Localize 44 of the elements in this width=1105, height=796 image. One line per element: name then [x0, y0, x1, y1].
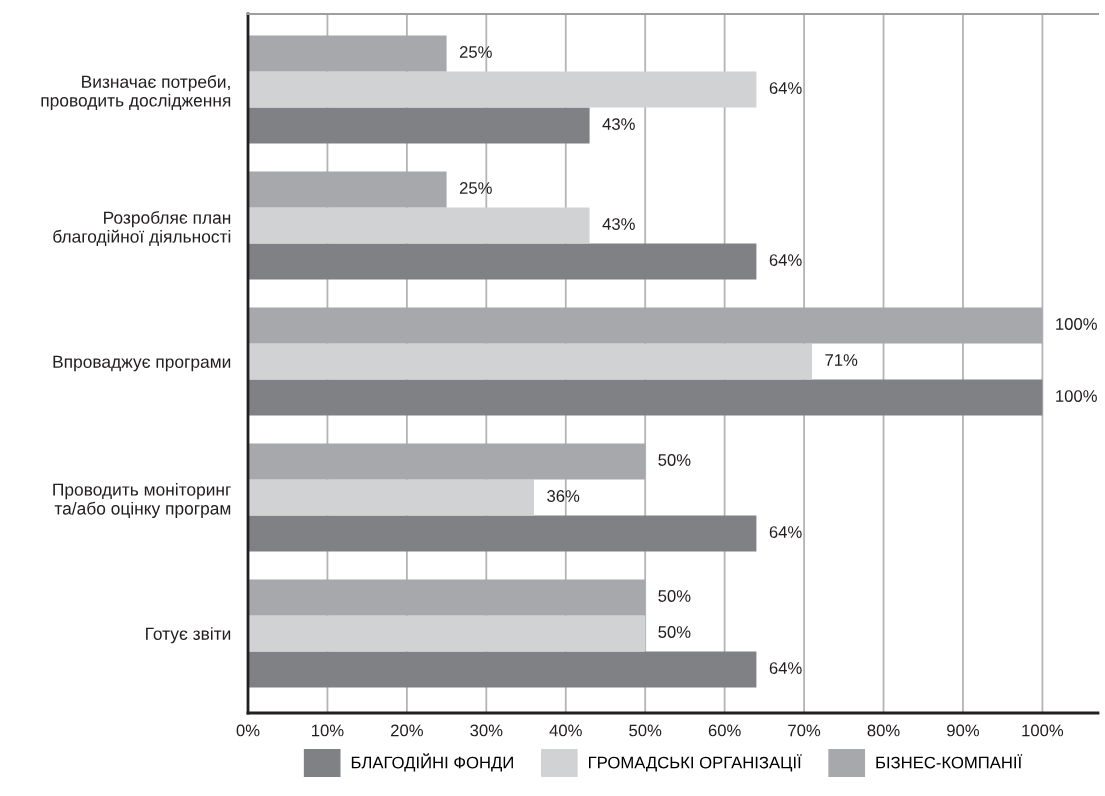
data-label: 25%	[459, 182, 492, 194]
x-tick-label: 20%	[391, 724, 423, 737]
x-tick-label: 0%	[236, 724, 260, 737]
bar	[248, 515, 757, 552]
x-tick-label: 40%	[549, 724, 582, 737]
x-tick-label: 10%	[312, 724, 344, 737]
y-tick-label: Розробляє план благодійної діяльності	[53, 210, 231, 247]
bar	[248, 479, 534, 516]
data-label: 64%	[769, 82, 802, 94]
data-label: 50%	[658, 626, 691, 638]
x-tick-label: 90%	[947, 724, 980, 737]
y-tick-label: Проводить моніторинг та/або оцінку програм	[53, 482, 231, 519]
data-label: 36%	[547, 490, 580, 502]
y-tick-label: Визначає потреби, проводить дослідження	[41, 75, 231, 111]
data-label: 50%	[658, 454, 691, 466]
bar	[248, 651, 757, 688]
data-label: 64%	[769, 662, 802, 674]
y-tick-label: Впроваджує програми	[53, 355, 231, 372]
bar	[248, 71, 757, 108]
x-tick-label: 80%	[867, 724, 900, 737]
x-tick-label: 50%	[629, 724, 662, 737]
data-label: 50%	[658, 590, 691, 602]
data-label: 71%	[825, 354, 858, 366]
x-tick-label: 100%	[1022, 724, 1064, 737]
x-tick-label: 70%	[788, 724, 821, 737]
y-tick-label: Готує звіти	[146, 627, 231, 644]
data-label: 64%	[769, 254, 802, 266]
bar	[248, 243, 757, 280]
data-label: 43%	[602, 118, 635, 130]
data-label: 25%	[459, 46, 492, 58]
bar	[248, 207, 590, 244]
bar	[248, 107, 590, 144]
legend-label: БІЗНЕС-КОМПАНІЇ	[876, 754, 1023, 769]
legend-label: БЛАГОДІЙНІ ФОНДИ	[351, 753, 513, 772]
data-label: 64%	[769, 526, 802, 538]
bar	[248, 379, 1043, 416]
data-label: 43%	[602, 218, 635, 230]
x-tick-label: 30%	[470, 724, 503, 737]
legend-label: ГРОМАДСЬКІ ОРГАНІЗАЦІЇ	[589, 754, 802, 772]
data-label: 100%	[1056, 390, 1097, 402]
bar	[248, 615, 646, 652]
data-label: 100%	[1056, 318, 1097, 330]
bar	[248, 343, 813, 380]
x-tick-label: 60%	[708, 724, 741, 737]
